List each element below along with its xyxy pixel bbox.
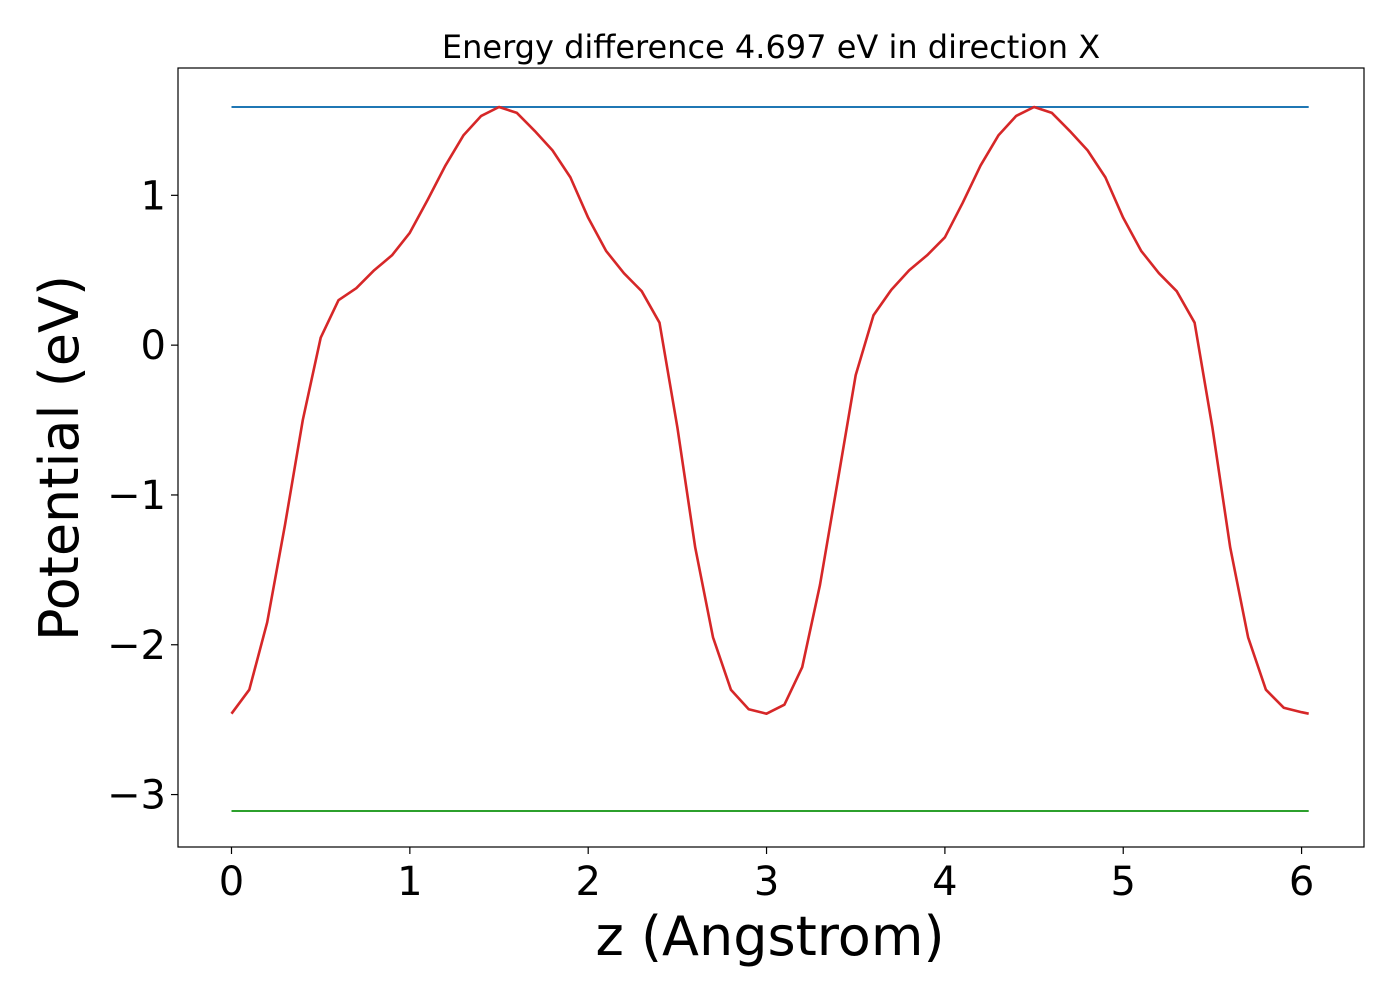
y-tick-label: 1	[141, 173, 166, 219]
x-axis: 0 1 2 3 4 5 6	[219, 847, 1314, 905]
plot-frame	[177, 67, 1365, 848]
x-tick-label: 3	[754, 859, 779, 905]
x-tick-label: 0	[219, 859, 244, 905]
series-line-3	[230, 105, 1309, 715]
y-tick-label: 0	[141, 323, 166, 369]
x-axis-label: z (Angstrom)	[595, 905, 944, 968]
x-tick-label: 5	[1111, 859, 1136, 905]
x-tick-label: 6	[1289, 859, 1314, 905]
plot-area	[178, 68, 1364, 847]
chart-title: Energy difference 4.697 eV in direction …	[442, 28, 1100, 66]
x-tick-label: 2	[575, 859, 600, 905]
y-axis: −3 −2 −1 0 1	[107, 173, 178, 819]
y-axis-label: Potential (eV)	[28, 275, 91, 641]
y-tick-label: −1	[107, 473, 166, 519]
x-tick-label: 4	[932, 859, 957, 905]
y-tick-label: −2	[107, 623, 166, 669]
y-tick-label: −3	[107, 773, 166, 819]
series-layer	[230, 105, 1309, 812]
x-tick-label: 1	[397, 859, 422, 905]
